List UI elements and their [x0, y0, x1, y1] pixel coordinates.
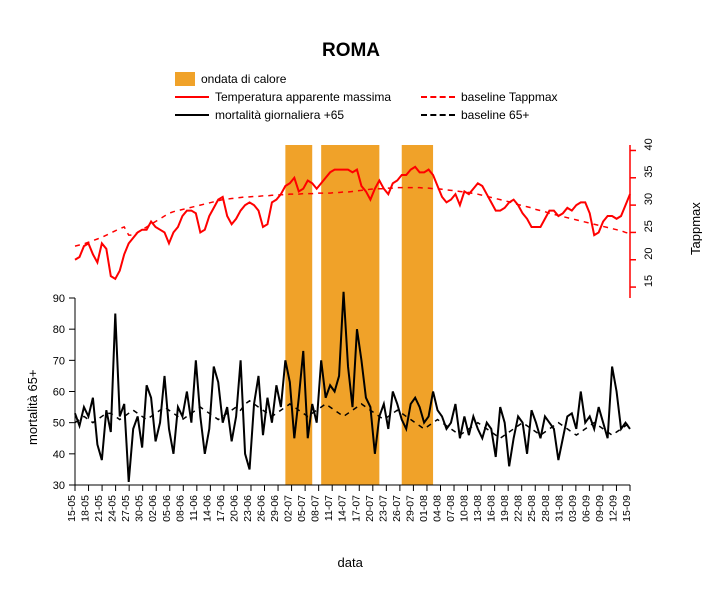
legend-tappmax-icon	[175, 96, 209, 98]
y-right-tick: 35	[643, 166, 655, 178]
x-tick: 12-09	[607, 495, 619, 522]
x-tick: 13-08	[472, 495, 484, 522]
y-left-tick: 60	[53, 387, 65, 399]
x-tick: 23-06	[242, 495, 254, 522]
x-tick: 31-08	[553, 495, 565, 522]
y-left-tick: 40	[53, 449, 65, 461]
x-tick: 05-07	[296, 495, 308, 522]
heatwave-band	[402, 145, 433, 485]
x-tick: 02-07	[283, 495, 295, 522]
x-tick: 20-06	[228, 495, 240, 522]
x-tick: 19-08	[499, 495, 511, 522]
y-right-tick: 30	[643, 193, 655, 205]
x-tick: 22-08	[513, 495, 525, 522]
y-left-tick: 80	[53, 324, 65, 336]
x-tick: 29-06	[269, 495, 281, 522]
x-tick: 26-07	[391, 495, 403, 522]
legend-mortality-icon	[175, 114, 209, 116]
legend-baseline-tappmax-icon	[421, 96, 455, 98]
legend-heatwave-icon	[175, 72, 195, 86]
x-tick: 27-05	[120, 495, 132, 522]
x-tick: 02-06	[147, 495, 159, 522]
x-tick: 03-09	[567, 495, 579, 522]
x-tick: 06-09	[580, 495, 592, 522]
chart-title: ROMA	[0, 40, 702, 62]
legend: ondata di calore Temperatura apparente ma…	[175, 70, 558, 124]
x-tick: 28-08	[540, 495, 552, 522]
x-tick: 15-05	[66, 495, 78, 522]
y-left-tick: 30	[53, 480, 65, 492]
y-right-tick: 25	[643, 220, 655, 232]
legend-baseline-mortality-label: baseline 65+	[461, 108, 529, 122]
x-tick: 11-06	[188, 495, 200, 521]
x-tick: 23-07	[377, 495, 389, 522]
x-tick: 11-07	[323, 495, 335, 521]
x-tick: 07-08	[445, 495, 457, 522]
x-tick: 17-06	[215, 495, 227, 522]
x-tick: 10-08	[459, 495, 471, 522]
x-tick: 15-09	[621, 495, 633, 522]
x-tick: 04-08	[431, 495, 443, 522]
y-right-tick: 20	[643, 248, 655, 260]
legend-baseline-mortality-icon	[421, 114, 455, 116]
x-tick: 18-05	[80, 495, 92, 522]
x-tick: 30-05	[134, 495, 146, 522]
x-tick: 08-07	[310, 495, 322, 522]
x-tick: 09-09	[594, 495, 606, 522]
y-right-tick: 15	[643, 275, 655, 287]
x-tick: 08-06	[174, 495, 186, 522]
x-tick: 05-06	[161, 495, 173, 522]
x-tick: 29-07	[404, 495, 416, 522]
heatwave-band	[321, 145, 379, 485]
y-left-tick: 50	[53, 418, 65, 430]
legend-heatwave-label: ondata di calore	[201, 72, 286, 86]
x-axis-label: data	[338, 555, 363, 570]
x-tick: 01-08	[418, 495, 430, 522]
legend-tappmax-label: Temperatura apparente massima	[215, 90, 415, 104]
x-tick: 14-06	[201, 495, 213, 522]
x-tick: 16-08	[486, 495, 498, 522]
y-left-axis-label: mortalità 65+	[25, 369, 40, 445]
x-tick: 20-07	[364, 495, 376, 522]
x-tick: 21-05	[93, 495, 105, 522]
legend-mortality-label: mortalità giornaliera +65	[215, 108, 415, 122]
y-left-tick: 70	[53, 355, 65, 367]
legend-baseline-tappmax-label: baseline Tappmax	[461, 90, 558, 104]
x-tick: 17-07	[350, 495, 362, 522]
y-right-tick: 40	[643, 138, 655, 150]
y-left-tick: 90	[53, 293, 65, 305]
x-tick: 14-07	[337, 495, 349, 522]
y-right-axis-label: Tappmax	[688, 202, 702, 255]
x-tick: 26-06	[256, 495, 268, 522]
x-tick: 24-05	[107, 495, 119, 522]
x-tick: 25-08	[526, 495, 538, 522]
